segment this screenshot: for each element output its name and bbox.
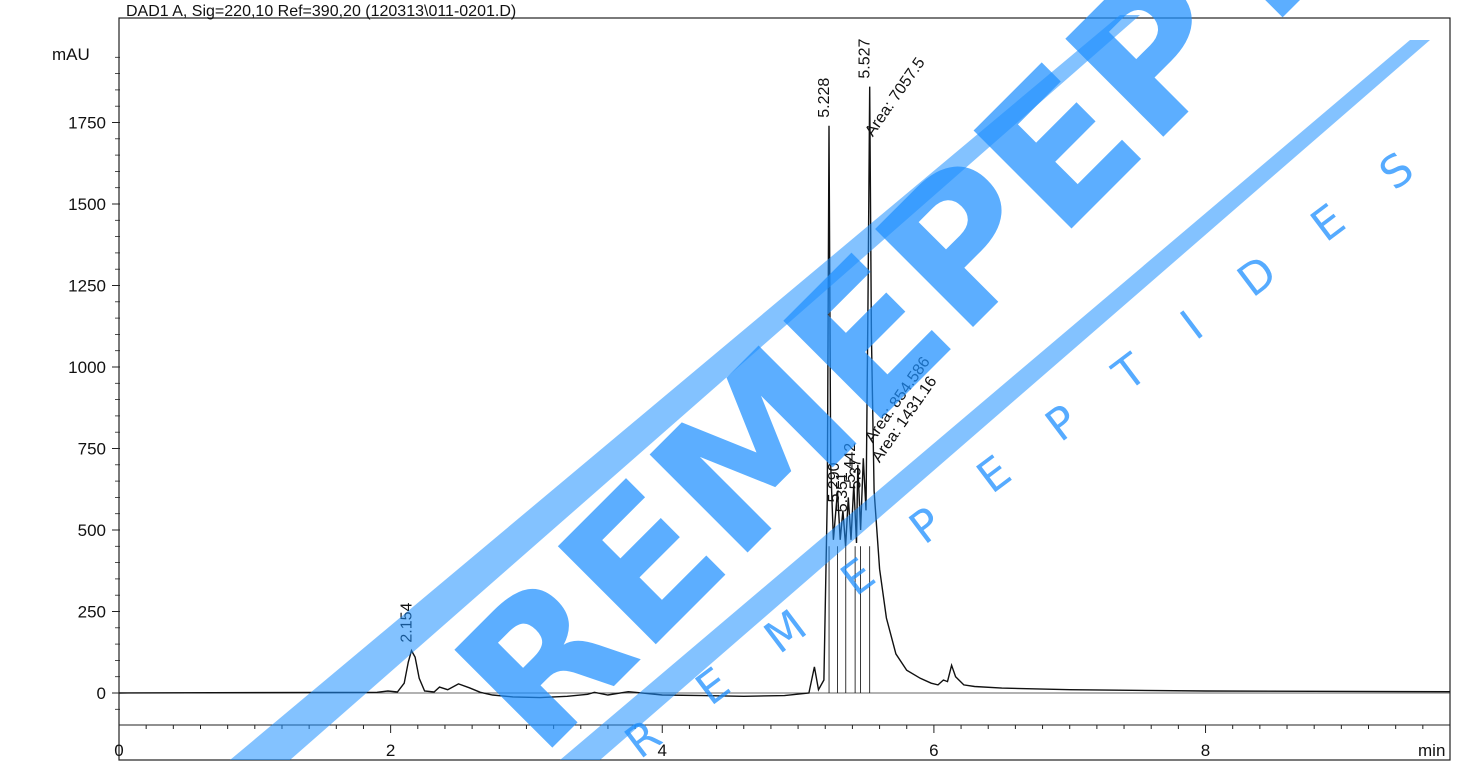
axis-ticks: 0 250 500 750 1000 1250 1500 1750 0 2 4 6 8 bbox=[68, 56, 1451, 760]
peak-label: 5.228 bbox=[816, 78, 833, 118]
y-axis-label: mAU bbox=[52, 45, 90, 64]
peak-label: 5.442 bbox=[842, 443, 859, 483]
peak-label: 5.37 bbox=[848, 458, 865, 489]
x-tick-label: 6 bbox=[929, 741, 938, 760]
peak-label: 5.351 bbox=[834, 472, 851, 512]
y-tick-label: 750 bbox=[78, 440, 106, 459]
chart-title: DAD1 A, Sig=220,10 Ref=390,20 (120313\01… bbox=[126, 3, 516, 20]
y-tick-label: 1500 bbox=[68, 195, 106, 214]
x-tick-label: 4 bbox=[658, 741, 667, 760]
y-tick-label: 1750 bbox=[68, 114, 106, 133]
x-tick-label: 2 bbox=[386, 741, 395, 760]
x-tick-label: 8 bbox=[1201, 741, 1210, 760]
plot-frame bbox=[118, 17, 1451, 761]
y-tick-label: 250 bbox=[78, 603, 106, 622]
y-tick-label: 500 bbox=[78, 521, 106, 540]
peak-label: 5.290 bbox=[826, 462, 843, 502]
watermark-stripe-1 bbox=[230, 15, 1140, 760]
watermark-stripe-2 bbox=[560, 40, 1430, 760]
y-tick-label: 0 bbox=[97, 684, 106, 703]
y-tick-label: 1250 bbox=[68, 277, 106, 296]
peak-label: 5.527 bbox=[857, 38, 874, 78]
x-axis-label: min bbox=[1418, 741, 1445, 760]
watermark-brand: REMEPEPTIDES bbox=[416, 0, 1460, 762]
watermark: REMEPEPTIDES REMEPEPTIDES.COM bbox=[230, 0, 1460, 762]
x-tick-label: 0 bbox=[114, 741, 123, 760]
y-tick-label: 1000 bbox=[68, 358, 106, 377]
series-line bbox=[118, 86, 1451, 699]
